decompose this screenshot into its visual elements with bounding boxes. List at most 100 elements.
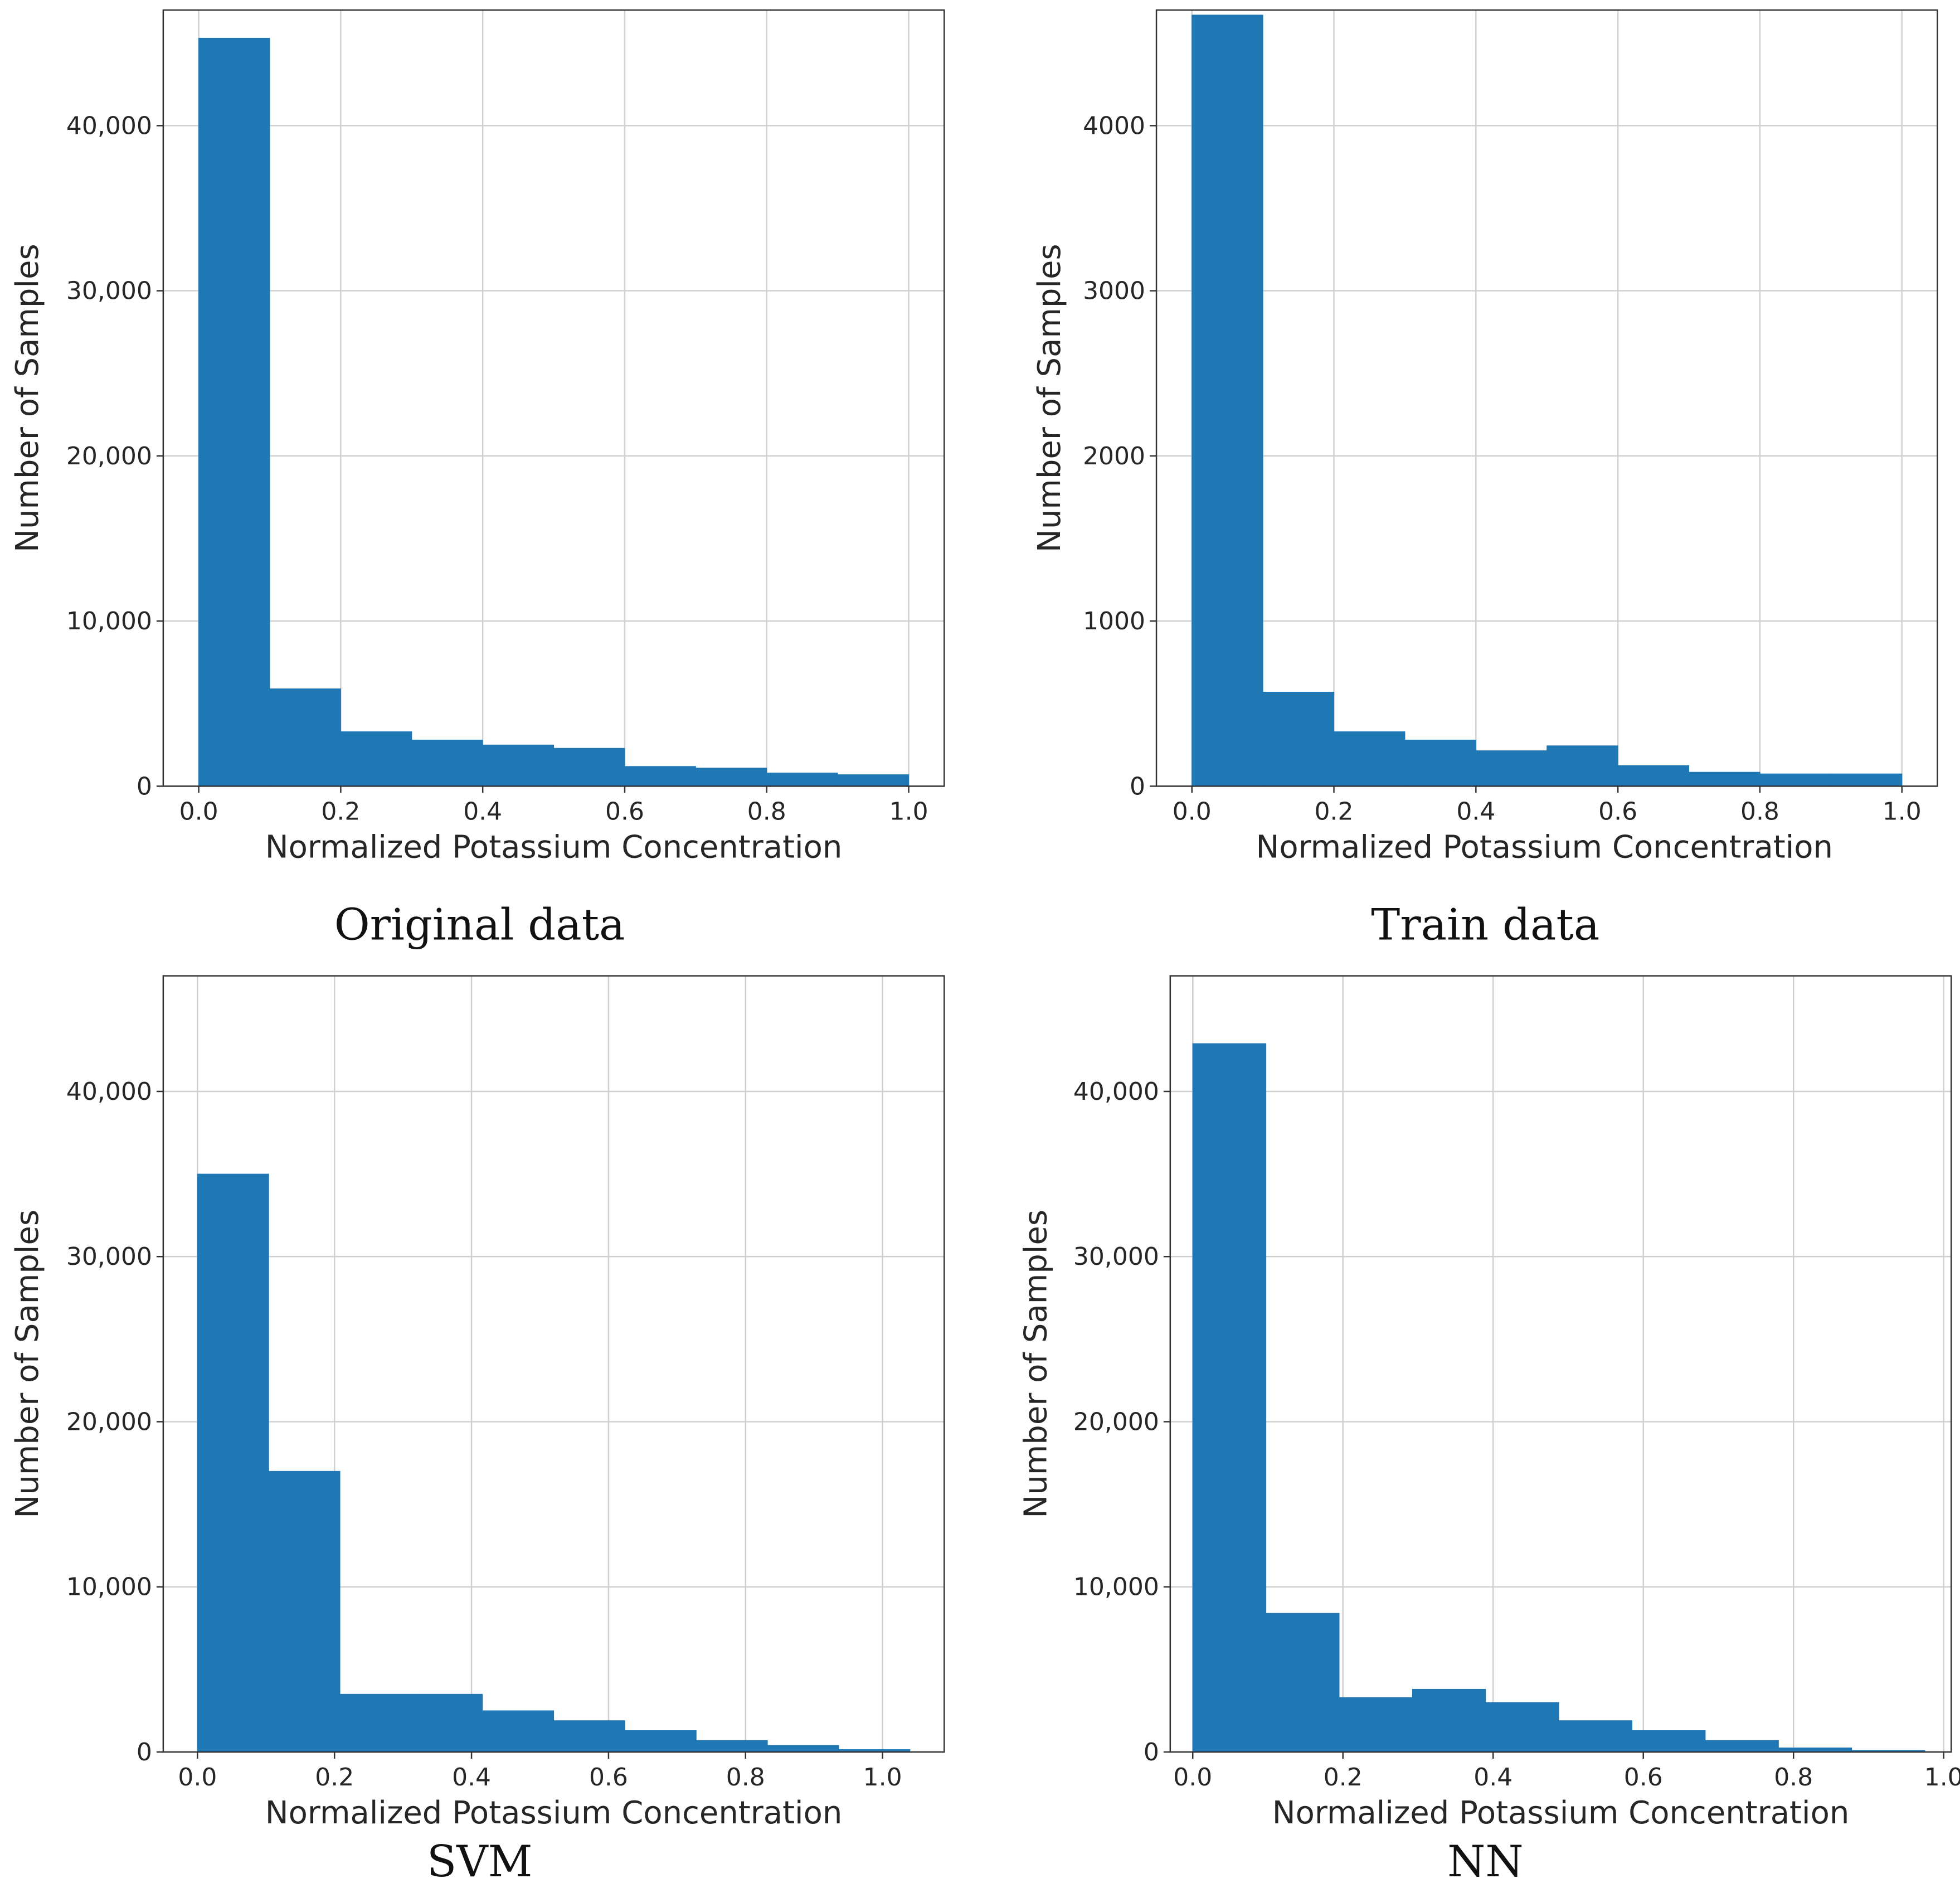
x-tick-label: 0.6 — [1624, 1763, 1663, 1792]
y-tick-label: 30,000 — [66, 277, 152, 305]
chart-4: 0.0 0.2 0.4 0.6 0.8 1.0 0 10,000 20,000 30,000 40,… — [1018, 975, 1960, 1887]
x-tick-label: 1.0 — [889, 797, 928, 826]
histogram-bar — [1412, 1688, 1486, 1752]
y-tick-label: 0 — [137, 772, 152, 800]
x-tick-label: 0.8 — [747, 797, 786, 826]
x-tick-label: 0.0 — [1173, 1763, 1212, 1792]
y-axis-label: Number of Samples — [9, 244, 46, 552]
histogram-bar — [624, 766, 696, 787]
y-tick-label: 10,000 — [66, 607, 152, 635]
histogram-bar — [553, 748, 625, 787]
y-tick-label: 4000 — [1083, 111, 1145, 140]
y-tick-label: 40,000 — [66, 111, 152, 140]
histogram-bar — [1632, 1730, 1706, 1752]
histogram-bar — [624, 1730, 697, 1752]
histogram-bar — [198, 37, 270, 787]
chart-caption: Train data — [1371, 900, 1599, 950]
y-tick-label: 1000 — [1083, 607, 1145, 635]
histogram-bar — [1475, 750, 1548, 787]
x-axis-label: Normalized Potassium Concentration — [265, 1795, 843, 1831]
y-axis-label: Number of Samples — [1032, 244, 1068, 552]
y-tick-label: 40,000 — [66, 1078, 152, 1106]
histogram-bar — [411, 739, 483, 787]
y-tick-label: 10,000 — [66, 1573, 152, 1601]
histogram-bar — [1778, 1748, 1852, 1752]
histogram-bar — [696, 1740, 768, 1752]
histogram-bar — [269, 688, 341, 787]
x-tick-label: 0.4 — [452, 1763, 491, 1792]
x-tick-label: 0.8 — [726, 1763, 765, 1792]
histogram-bar — [1191, 14, 1263, 787]
x-tick-label: 0.2 — [1324, 1763, 1363, 1792]
histogram-bar — [767, 1745, 839, 1752]
bars — [198, 37, 910, 787]
x-tick-label: 0.2 — [1315, 797, 1354, 826]
histogram-bar — [482, 744, 555, 787]
y-tick-label: 20,000 — [66, 442, 152, 470]
y-axis-label: Number of Samples — [1018, 1210, 1054, 1518]
y-tick-label: 20,000 — [1073, 1407, 1159, 1436]
chart-1: 0.0 0.2 0.4 0.6 0.8 1.0 0 10,000 20,000 30,000 40,… — [9, 9, 945, 950]
histogram-bar — [411, 1693, 483, 1752]
y-tick-label: 20,000 — [66, 1407, 152, 1436]
y-tick-label: 0 — [1130, 772, 1145, 800]
histogram-bar — [1485, 1702, 1559, 1752]
chart-caption: Original data — [334, 900, 625, 950]
x-tick-label: 0.4 — [463, 797, 502, 826]
y-tick-label: 10,000 — [1073, 1573, 1159, 1601]
x-tick-label: 0.0 — [1173, 797, 1212, 826]
x-axis-label: Normalized Potassium Concentration — [265, 829, 843, 865]
x-tick-label: 1.0 — [1924, 1763, 1960, 1792]
y-tick-label: 40,000 — [1073, 1078, 1159, 1106]
plot-frame — [1169, 975, 1952, 1753]
histogram-bar — [1192, 1043, 1267, 1752]
histogram-bar — [1617, 765, 1690, 787]
y-tick-label: 30,000 — [1073, 1243, 1159, 1271]
histogram-bar — [1339, 1697, 1413, 1752]
y-tick-label: 30,000 — [66, 1243, 152, 1271]
histogram-bar — [1830, 773, 1903, 787]
histogram-bar — [553, 1720, 625, 1752]
histogram-bar — [340, 731, 412, 787]
x-axis-label: Normalized Potassium Concentration — [1256, 829, 1833, 865]
histogram-bar — [1404, 739, 1476, 787]
x-tick-label: 0.6 — [589, 1763, 628, 1792]
histogram-bar — [1266, 1613, 1340, 1752]
x-tick-label: 0.2 — [321, 797, 360, 826]
histogram-bar — [1546, 745, 1618, 787]
bars — [1192, 1043, 1925, 1752]
x-tick-label: 0.8 — [1740, 797, 1779, 826]
x-tick-label: 0.4 — [1456, 797, 1495, 826]
x-tick-label: 1.0 — [1883, 797, 1922, 826]
y-axis-label: Number of Samples — [9, 1210, 46, 1518]
histogram-bar — [1705, 1740, 1779, 1752]
chart-2: 0.0 0.2 0.4 0.6 0.8 1.0 0 1000 2000 3000 4000 Norma… — [1032, 9, 1938, 950]
y-tick-label: 3000 — [1083, 277, 1145, 305]
x-tick-label: 0.2 — [315, 1763, 354, 1792]
histogram-bar — [197, 1173, 269, 1752]
plot-frame — [1155, 9, 1938, 787]
x-tick-label: 1.0 — [863, 1763, 902, 1792]
plot-frame — [162, 9, 945, 787]
x-tick-label: 0.6 — [1598, 797, 1637, 826]
chart-3: 0.0 0.2 0.4 0.6 0.8 1.0 0 10,000 20,000 30,000 40,… — [9, 975, 945, 1887]
y-tick-label: 2000 — [1083, 442, 1145, 470]
x-tick-label: 0.0 — [178, 1763, 217, 1792]
y-tick-label: 0 — [1144, 1738, 1159, 1766]
histogram-bar — [1851, 1750, 1925, 1752]
x-axis-label: Normalized Potassium Concentration — [1272, 1795, 1850, 1831]
histogram-bar — [1689, 771, 1760, 787]
x-tick-label: 0.6 — [605, 797, 644, 826]
chart-caption: SVM — [427, 1837, 533, 1887]
bars — [197, 1173, 911, 1752]
histogram-bar — [482, 1710, 555, 1752]
bars — [1191, 14, 1903, 787]
x-tick-label: 0.0 — [179, 797, 218, 826]
histogram-bar — [1558, 1720, 1633, 1752]
histogram-bar — [268, 1470, 341, 1752]
histogram-bar — [1262, 692, 1335, 787]
x-tick-label: 0.4 — [1473, 1763, 1512, 1792]
histogram-bar — [766, 773, 838, 787]
histogram-bar — [695, 768, 767, 787]
